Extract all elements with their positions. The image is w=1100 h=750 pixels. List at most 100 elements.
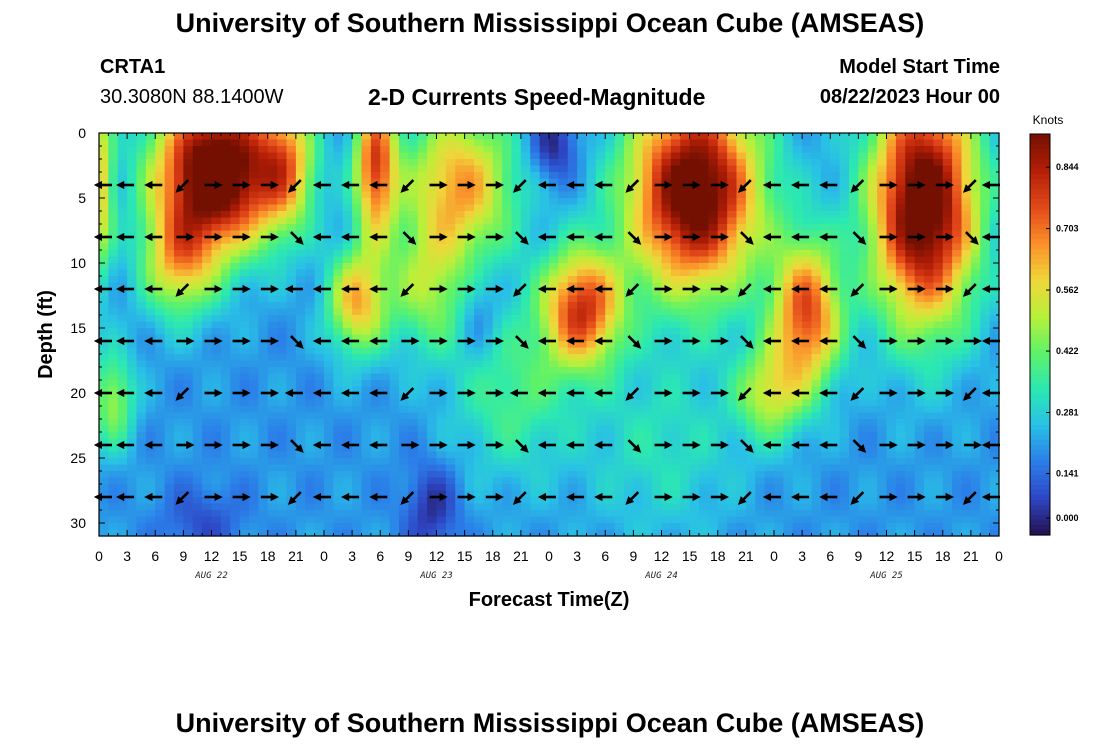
heatmap-cell <box>333 451 344 459</box>
heatmap-cell <box>830 211 841 219</box>
heatmap-cell <box>689 198 700 206</box>
heatmap-cell <box>464 146 475 154</box>
heatmap-cell <box>211 328 222 336</box>
heatmap-cell <box>117 256 128 264</box>
heatmap-cell <box>127 510 138 518</box>
heatmap-cell <box>774 451 784 459</box>
heatmap-cell <box>727 198 738 206</box>
heatmap-cell <box>145 211 156 219</box>
heatmap-cell <box>699 211 709 219</box>
heatmap-cell <box>839 289 850 297</box>
heatmap-cell <box>633 146 644 154</box>
heatmap-cell <box>380 315 391 323</box>
heatmap-cell <box>380 172 391 180</box>
heatmap-cell <box>727 438 738 446</box>
heatmap-cell <box>127 367 138 375</box>
heatmap-cell <box>324 510 334 518</box>
heatmap-cell <box>108 477 119 485</box>
heatmap-cell <box>408 204 419 212</box>
heatmap-cell <box>464 217 475 225</box>
heatmap-cell <box>380 341 391 349</box>
heatmap-cell <box>352 334 363 342</box>
heatmap-cell <box>136 191 147 199</box>
heatmap-cell <box>230 406 241 414</box>
heatmap-cell <box>511 308 522 316</box>
heatmap-cell <box>717 295 728 303</box>
heatmap-cell <box>249 133 259 141</box>
heatmap-cell <box>380 451 391 459</box>
heatmap-cell <box>727 263 738 271</box>
heatmap-cell <box>820 159 831 167</box>
heatmap-cell <box>445 282 456 290</box>
heatmap-cell <box>389 425 400 433</box>
heatmap-cell <box>155 347 166 355</box>
heatmap-cell <box>239 263 250 271</box>
heatmap-cell <box>820 412 831 420</box>
heatmap-cell <box>727 334 738 342</box>
heatmap-cell <box>474 211 484 219</box>
heatmap-cell <box>567 529 578 537</box>
heatmap-cell <box>577 380 588 388</box>
heatmap-cell <box>839 445 850 453</box>
heatmap-cell <box>417 263 428 271</box>
heatmap-cell <box>530 302 541 310</box>
heatmap-cell <box>239 477 250 485</box>
heatmap-cell <box>549 523 559 531</box>
heatmap-cell <box>342 464 353 472</box>
heatmap-cell <box>830 484 841 492</box>
heatmap-cell <box>164 399 175 407</box>
heatmap-cell <box>239 198 250 206</box>
heatmap-cell <box>230 321 241 329</box>
heatmap-cell <box>99 399 109 407</box>
heatmap-cell <box>539 198 550 206</box>
heatmap-cell <box>352 211 363 219</box>
heatmap-cell <box>220 347 231 355</box>
heatmap-cell <box>239 523 250 531</box>
heatmap-cell <box>670 308 681 316</box>
heatmap-cell <box>802 367 813 375</box>
heatmap-cell <box>370 198 381 206</box>
heatmap-cell <box>830 204 841 212</box>
heatmap-cell <box>230 217 241 225</box>
heatmap-cell <box>211 451 222 459</box>
heatmap-cell <box>802 139 813 147</box>
heatmap-cell <box>642 380 653 388</box>
heatmap-cell <box>474 380 484 388</box>
heatmap-cell <box>370 529 381 537</box>
heatmap-cell <box>192 289 203 297</box>
heatmap-cell <box>399 315 409 323</box>
heatmap-cell <box>614 399 625 407</box>
heatmap-cell <box>652 334 663 342</box>
heatmap-cell <box>680 243 691 251</box>
heatmap-cell <box>380 159 391 167</box>
heatmap-cell <box>408 295 419 303</box>
heatmap-cell <box>333 282 344 290</box>
heatmap-cell <box>502 471 513 479</box>
heatmap-cell <box>802 217 813 225</box>
heatmap-cell <box>586 146 597 154</box>
heatmap-cell <box>192 438 203 446</box>
heatmap-cell <box>652 172 663 180</box>
heatmap-cell <box>127 282 138 290</box>
heatmap-cell <box>530 198 541 206</box>
heatmap-cell <box>399 204 409 212</box>
heatmap-cell <box>820 380 831 388</box>
heatmap-cell <box>220 198 231 206</box>
heatmap-cell <box>492 399 503 407</box>
heatmap-cell <box>164 185 175 193</box>
heatmap-cell <box>774 458 784 466</box>
heatmap-cell <box>633 217 644 225</box>
heatmap-cell <box>774 146 784 154</box>
heatmap-cell <box>633 139 644 147</box>
heatmap-cell <box>155 367 166 375</box>
heatmap-cell <box>595 204 606 212</box>
heatmap-cell <box>445 367 456 375</box>
heatmap-cell <box>202 289 213 297</box>
heatmap-cell <box>445 393 456 401</box>
heatmap-cell <box>174 224 184 232</box>
heatmap-cell <box>595 269 606 277</box>
heatmap-cell <box>586 380 597 388</box>
heatmap-cell <box>249 230 259 238</box>
heatmap-cell <box>445 256 456 264</box>
heatmap-cell <box>699 237 709 245</box>
